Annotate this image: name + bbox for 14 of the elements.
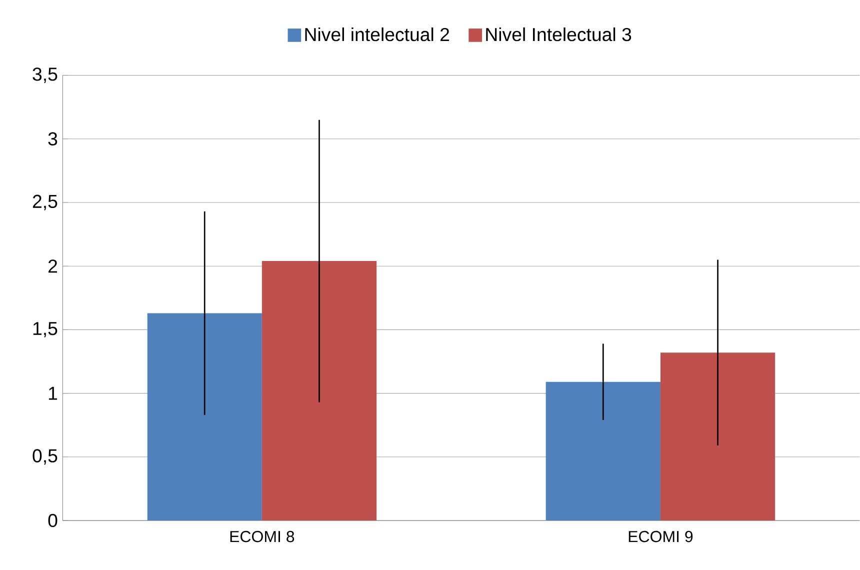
legend-label: Nivel Intelectual 3 [486,28,632,42]
y-tick-label: 3,5 [32,68,58,84]
y-tick-label: 0 [48,514,58,528]
y-tick-label: 2 [48,260,58,273]
bar [546,382,660,521]
x-tick-label: ECOMI 9 [628,530,693,542]
y-tick-label: 1 [48,386,58,400]
y-tick-label: 3 [48,132,58,146]
y-tick-label: 0,5 [32,449,58,465]
y-tick-label: 2,5 [32,194,58,210]
y-tick-label: 1,5 [33,322,58,338]
x-tick-label: ECOMI 8 [230,530,294,542]
bar [147,313,262,521]
legend-label: Nivel intelectual 2 [305,28,450,42]
